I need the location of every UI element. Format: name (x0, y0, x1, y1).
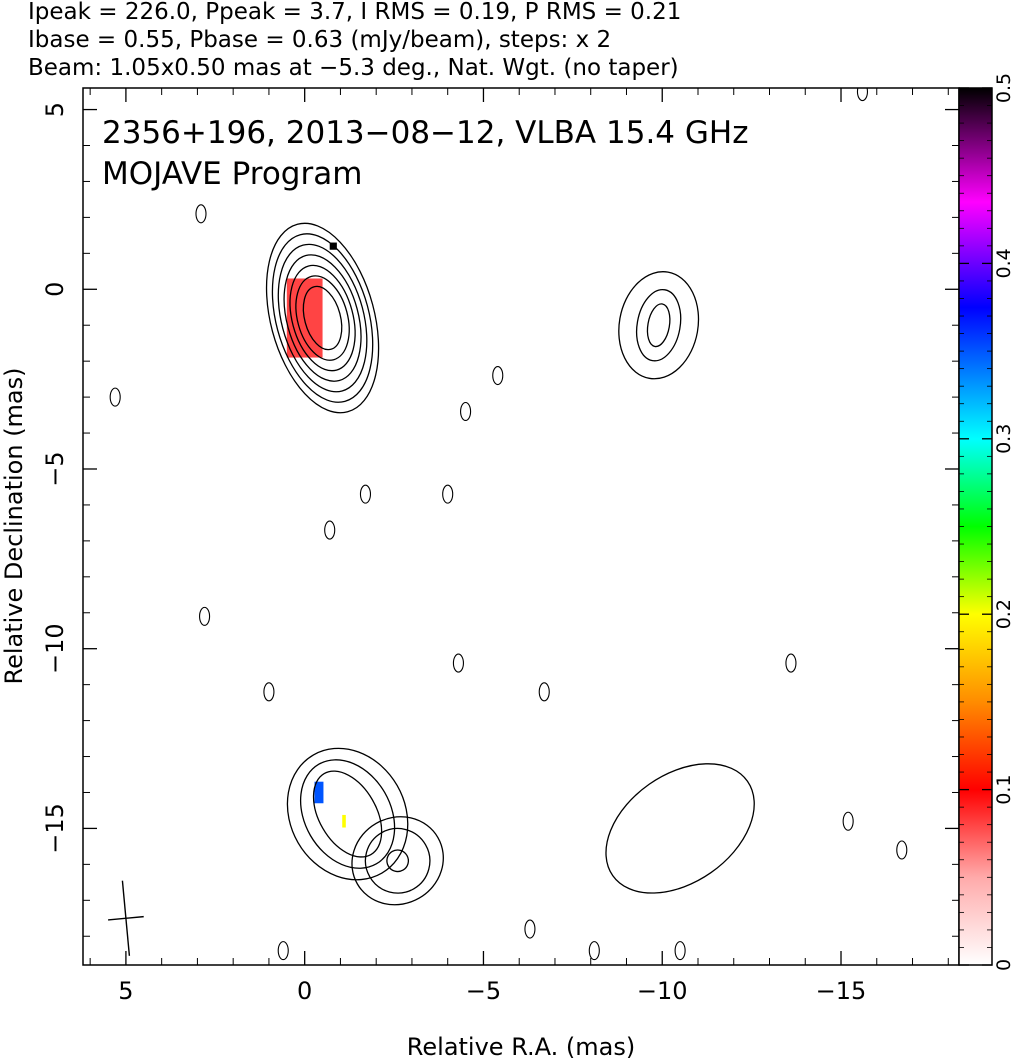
contour-core (271, 233, 374, 403)
noise-contour (538, 682, 550, 702)
header-line-1: Ipeak = 226.0, Ppeak = 3.7, I RMS = 0.19… (28, 0, 681, 25)
noise-contour (324, 520, 336, 540)
noise-contour (199, 606, 211, 626)
contour-core (302, 285, 343, 351)
noise-contour (785, 653, 797, 673)
x-tick-label: 0 (297, 977, 312, 1005)
contour-southern-pair-b (364, 827, 431, 894)
colorbar-tick-label: 0 (993, 959, 1015, 971)
noise-contour (442, 484, 454, 504)
polarization-patch (342, 814, 346, 828)
beam-cross (108, 880, 144, 956)
plot-title: 2356+196, 2013−08−12, VLBA 15.4 GHz (102, 115, 748, 151)
noise-contour (856, 88, 869, 102)
x-tick-label: −10 (637, 977, 688, 1005)
noise-contour (674, 941, 686, 961)
contour-north-west-knot (635, 288, 682, 362)
noise-contour (842, 811, 854, 831)
header-line-3: Beam: 1.05x0.50 mas at −5.3 deg., Nat. W… (28, 55, 679, 81)
colorbar-tick-label: 0.2 (993, 599, 1015, 629)
contour-core (265, 222, 380, 414)
y-tick-label: 5 (41, 102, 69, 117)
noise-contour (359, 484, 372, 504)
x-tick-label: 5 (118, 977, 133, 1005)
contour-core (283, 254, 362, 382)
noise-contour (524, 919, 536, 939)
polarization-patch (314, 781, 324, 804)
colorbar-tick-label: 0.1 (993, 774, 1015, 804)
noise-contour (195, 204, 207, 224)
y-tick-label: −10 (41, 623, 69, 674)
noise-contour (896, 840, 908, 860)
plot-subtitle: MOJAVE Program (102, 156, 362, 192)
noise-contour (588, 941, 600, 961)
colorbar-tick-label: 0.3 (993, 424, 1015, 454)
noise-contour (492, 366, 504, 386)
noise-contour (452, 653, 464, 673)
noise-contour (277, 941, 289, 961)
y-tick-label: −5 (41, 451, 69, 486)
header-line-2: Ibase = 0.55, Pbase = 0.63 (mJy/beam), s… (28, 27, 611, 53)
y-tick-label: 0 (41, 282, 69, 297)
contour-southern-pair-a (286, 747, 409, 881)
y-tick-label: −15 (41, 803, 69, 854)
contour-north-west-knot (646, 303, 671, 348)
contour-core (289, 264, 356, 372)
colorbar-tick-label: 0.5 (993, 73, 1015, 103)
colorbar-tick-label: 0.4 (993, 248, 1015, 278)
x-tick-label: −15 (816, 977, 867, 1005)
contour-southern-pair-b (351, 816, 444, 906)
contour-core (277, 243, 368, 393)
contour-southern-pair-a (299, 759, 396, 869)
x-axis-label: Relative R.A. (mas) (407, 1033, 635, 1061)
contour-south-west-blob (605, 763, 755, 894)
noise-contour (109, 387, 121, 407)
contour-southern-pair-b (386, 849, 410, 873)
contour-north-west-knot (618, 271, 700, 380)
plot-frame (82, 87, 960, 966)
contour-core (295, 275, 350, 361)
x-tick-label: −5 (466, 977, 501, 1005)
noise-contour (460, 401, 472, 422)
contour-southern-pair-a (312, 770, 383, 858)
noise-contour (263, 682, 275, 702)
y-axis-label: Relative Declination (mas) (0, 367, 28, 684)
